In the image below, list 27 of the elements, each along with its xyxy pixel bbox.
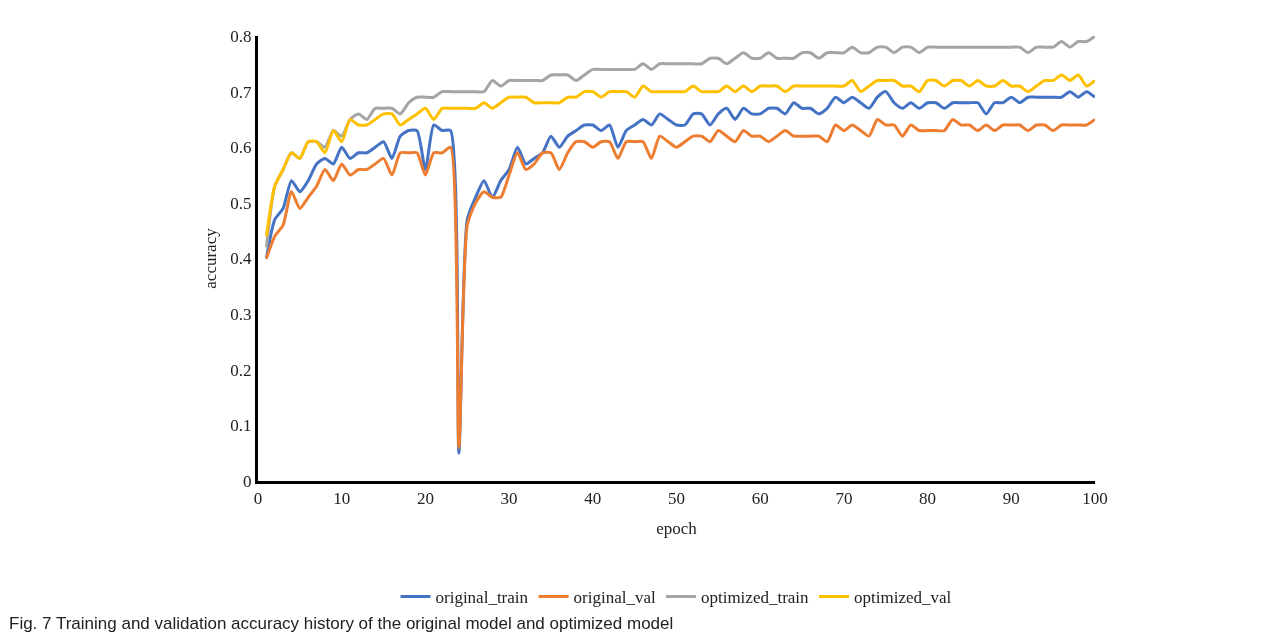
x-tick-label: 10	[333, 489, 351, 509]
y-tick-label: 0.1	[230, 416, 252, 436]
x-tick-label: 90	[1002, 489, 1020, 509]
y-tick-label: 0	[243, 471, 252, 491]
legend-label: optimized_val	[854, 588, 952, 608]
y-tick-label: 0.8	[230, 26, 252, 46]
x-tick-label: 30	[500, 489, 518, 509]
x-tick-label: 50	[668, 489, 685, 509]
y-tick-label: 0.7	[230, 82, 253, 102]
y-tick-label: 0.4	[230, 249, 253, 269]
y-tick-label: 0.2	[230, 360, 252, 380]
y-axis-title: accuracy	[200, 227, 220, 289]
x-tick-label: 20	[416, 489, 434, 509]
x-axis-title: epoch	[656, 518, 698, 538]
legend-label: optimized_train	[700, 588, 810, 608]
y-tick-label: 0.3	[230, 305, 252, 325]
x-tick-label: 80	[919, 489, 937, 509]
caption: Fig. 7 Training and validation accuracy history of the original model and optimized model	[9, 614, 674, 633]
x-tick-label: 60	[751, 489, 769, 509]
legend-label: original_train	[435, 588, 529, 608]
x-tick-label: 40	[584, 489, 602, 509]
x-tick-label: 70	[835, 489, 853, 509]
line-series	[264, 73, 1095, 238]
x-tick-label: 100	[1082, 489, 1108, 509]
legend-label: original_val	[573, 588, 656, 608]
y-tick-label: 0.5	[230, 193, 252, 213]
y-tick-label: 0.6	[230, 138, 252, 158]
